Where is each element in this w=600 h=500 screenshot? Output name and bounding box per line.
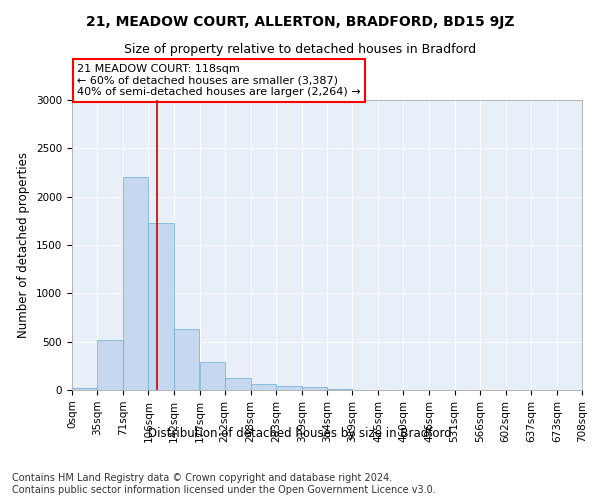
Y-axis label: Number of detached properties: Number of detached properties [17,152,31,338]
Bar [276,386,302,390]
Bar [225,378,251,390]
Bar [97,340,123,390]
Bar [199,362,225,390]
Bar [174,329,199,390]
Text: Distribution of detached houses by size in Bradford: Distribution of detached houses by size … [148,428,452,440]
Text: 21, MEADOW COURT, ALLERTON, BRADFORD, BD15 9JZ: 21, MEADOW COURT, ALLERTON, BRADFORD, BD… [86,15,514,29]
Bar [148,223,174,390]
Bar [72,388,97,390]
Bar [123,178,148,390]
Text: 21 MEADOW COURT: 118sqm
← 60% of detached houses are smaller (3,387)
40% of semi: 21 MEADOW COURT: 118sqm ← 60% of detache… [77,64,361,97]
Text: Size of property relative to detached houses in Bradford: Size of property relative to detached ho… [124,42,476,56]
Bar [302,387,327,390]
Text: Contains HM Land Registry data © Crown copyright and database right 2024.
Contai: Contains HM Land Registry data © Crown c… [12,474,436,495]
Bar [327,389,352,390]
Bar [251,384,276,390]
